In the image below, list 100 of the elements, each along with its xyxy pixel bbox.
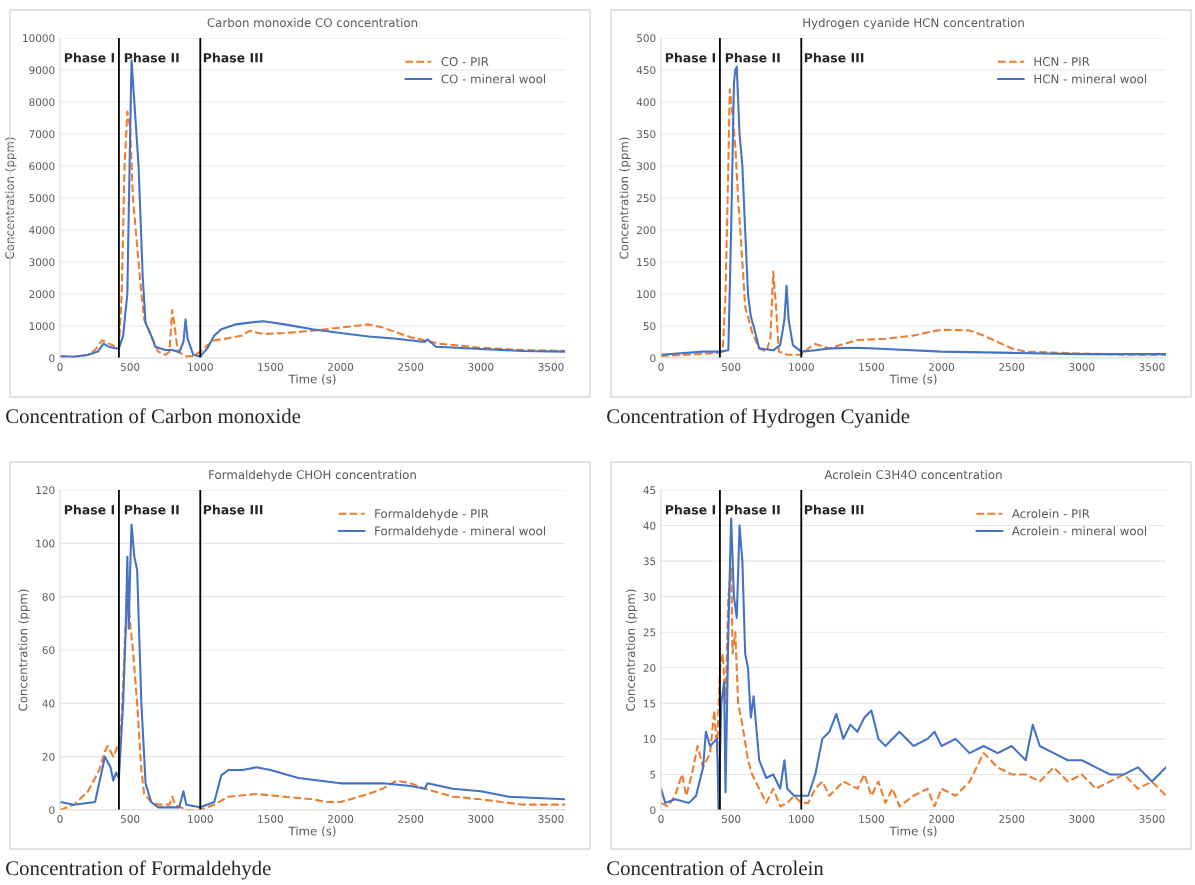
y-tick-label: 30 [643, 592, 656, 601]
y-tick-label: 10000 [23, 34, 55, 43]
text: Concentration of Hydrogen Cyanide [607, 408, 910, 428]
y-tick-label: 40 [42, 699, 55, 708]
annotation: Phase I [665, 504, 716, 515]
legend-label: HCN - PIR [1034, 57, 1090, 67]
legend-label: HCN - mineral wool [1034, 74, 1147, 84]
y-tick-label: 200 [637, 226, 656, 235]
x-tick-label: 1000 [789, 363, 814, 371]
annotation: Phase II [124, 504, 179, 515]
annotation: Phase I [64, 504, 115, 515]
x-tick-label: 2000 [929, 363, 955, 371]
y-tick-label: 100 [637, 290, 656, 299]
y-axis-title: Concentration (ppm) [619, 137, 631, 259]
y-tick-label: 15 [644, 699, 656, 708]
y-tick-label: 7000 [29, 130, 55, 139]
y-tick-label: 45 [643, 486, 656, 495]
x-tick-label: 1000 [188, 363, 213, 371]
y-tick-label: 50 [643, 322, 656, 331]
annotation: Phase II [725, 504, 780, 515]
annotation: Phase III [804, 52, 864, 63]
y-tick-label: 400 [636, 98, 656, 107]
x-tick-label: 1500 [859, 815, 884, 823]
x-tick-label: 3500 [1139, 363, 1165, 371]
y-tick-label: 450 [636, 66, 656, 75]
x-tick-label: 3500 [538, 815, 564, 823]
annotation: Phase III [203, 52, 263, 63]
y-tick-label: 350 [637, 130, 656, 139]
chart-title: Acrolein C3H4O concentration [824, 469, 1002, 480]
y-tick-label: 0 [49, 354, 55, 363]
legend-label: Acrolein - mineral wool [1011, 526, 1147, 536]
legend-label: CO - mineral wool [441, 74, 546, 84]
x-tick-label: 500 [121, 363, 140, 371]
y-tick-label: 10 [644, 735, 656, 743]
x-axis-title: Time (s) [889, 374, 937, 385]
y-axis-title: Concentration (ppm) [625, 589, 638, 711]
y-tick-label: 0 [49, 806, 55, 815]
x-tick-label: 0 [658, 815, 664, 823]
y-tick-label: 6000 [29, 162, 55, 171]
y-tick-label: 0 [650, 806, 656, 815]
x-tick-label: 2500 [999, 815, 1025, 823]
x-tick-label: 3000 [1069, 815, 1095, 823]
chart-title: Carbon monoxide CO concentration [207, 17, 418, 28]
annotation: Phase II [124, 52, 179, 63]
annotation: Phase III [203, 504, 263, 515]
annotation: Phase I [665, 52, 716, 63]
y-tick-label: 9000 [29, 66, 55, 75]
y-tick-label: 3000 [29, 258, 55, 267]
y-tick-label: 20 [42, 752, 55, 761]
legend-label: Formaldehyde - PIR [375, 508, 489, 521]
y-tick-label: 150 [637, 258, 656, 267]
x-tick-label: 3000 [468, 363, 494, 371]
annotation: Phase I [64, 52, 115, 63]
x-axis-title: Time (s) [288, 374, 336, 385]
x-tick-label: 3000 [1069, 363, 1095, 371]
y-tick-label: 100 [36, 539, 55, 548]
x-tick-label: 3500 [538, 363, 564, 371]
chart-title: Hydrogen cyanide HCN concentration [803, 17, 1024, 30]
y-axis-title: Concentration (ppm) [18, 589, 30, 711]
text: Concentration of Formaldehyde [6, 860, 271, 880]
y-tick-label: 80 [42, 592, 55, 601]
x-tick-label: 500 [722, 363, 741, 371]
x-tick-label: 2000 [328, 815, 354, 823]
x-tick-label: 3500 [1139, 815, 1165, 823]
annotation: Phase II [725, 52, 780, 63]
y-tick-label: 1000 [29, 322, 55, 331]
y-tick-label: 35 [643, 557, 656, 566]
x-tick-label: 1500 [859, 363, 884, 371]
x-tick-label: 1500 [258, 363, 283, 371]
y-tick-label: 5000 [29, 194, 55, 203]
x-tick-label: 0 [57, 363, 63, 371]
y-tick-label: 300 [637, 162, 656, 171]
y-tick-label: 8000 [29, 98, 55, 107]
x-tick-label: 2500 [999, 363, 1025, 371]
y-tick-label: 60 [42, 646, 55, 655]
y-tick-label: 120 [36, 486, 55, 495]
legend-label: Formaldehyde - mineral wool [375, 526, 545, 538]
chart-title: Formaldehyde CHOH concentration [209, 469, 416, 482]
y-tick-label: 20 [643, 664, 656, 672]
text: Concentration of Acrolein [607, 860, 824, 876]
annotation: Phase III [804, 504, 864, 515]
y-tick-label: 5 [650, 770, 656, 779]
x-tick-label: 1000 [789, 815, 814, 823]
y-tick-label: 40 [643, 521, 656, 530]
x-tick-label: 2000 [929, 815, 955, 823]
y-tick-label: 0 [650, 354, 656, 363]
legend-label: Acrolein - PIR [1011, 508, 1090, 519]
x-tick-label: 3000 [468, 815, 494, 823]
x-tick-label: 0 [57, 815, 63, 823]
x-axis-title: Time (s) [288, 826, 336, 837]
y-tick-label: 4000 [29, 226, 55, 235]
x-tick-label: 0 [658, 363, 664, 371]
x-tick-label: 1000 [188, 815, 213, 823]
y-axis-title: Concentration (ppm) [5, 137, 17, 259]
text: Concentration of Carbon monoxide [6, 408, 301, 424]
y-tick-label: 2000 [29, 290, 55, 299]
x-tick-label: 2500 [398, 815, 424, 823]
y-tick-label: 500 [637, 34, 656, 43]
y-tick-label: 25 [643, 628, 656, 637]
legend-label: CO - PIR [441, 57, 489, 67]
